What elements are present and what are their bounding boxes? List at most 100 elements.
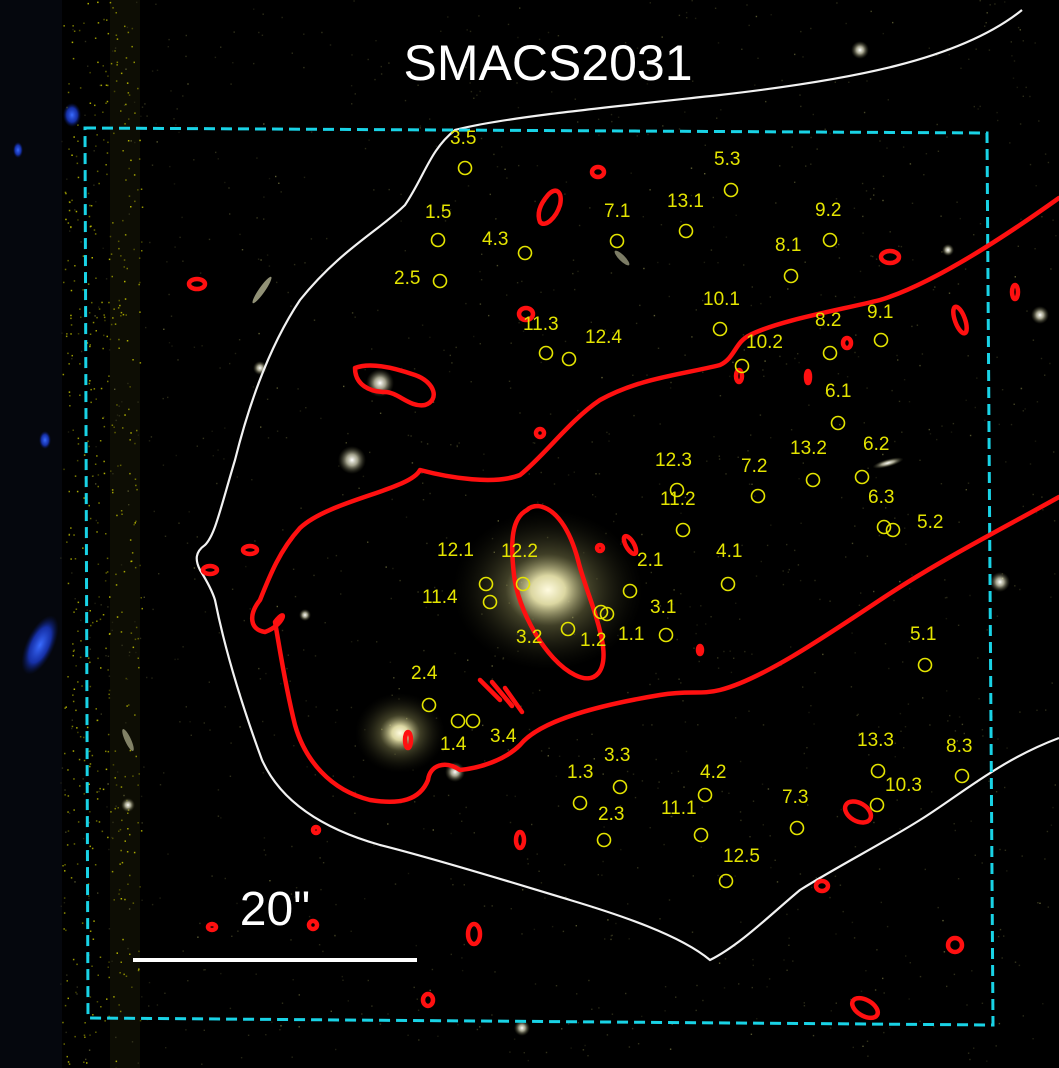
image-marker: 13.2: [790, 438, 827, 488]
image-marker-circle: [718, 873, 734, 889]
image-marker-circle: [697, 787, 713, 803]
field-of-view-box: [83, 126, 995, 1027]
critical-curve-loop: [536, 188, 563, 226]
image-marker: 11.2: [660, 489, 696, 538]
critical-curve-loop: [465, 921, 483, 947]
image-marker: 8.2: [815, 310, 841, 361]
image-marker-circle: [822, 232, 838, 248]
noise-strip: [110, 0, 140, 1068]
blue-galaxy: [63, 103, 81, 127]
critical-curve-loop: [533, 426, 547, 440]
image-marker-circle: [572, 795, 588, 811]
image-marker-circle: [720, 576, 736, 592]
image-marker-label: 11.1: [661, 798, 697, 819]
image-marker-circle: [622, 583, 638, 599]
image-marker-label: 3.5: [450, 128, 476, 149]
image-marker-label: 2.4: [411, 663, 438, 684]
image-marker: 2.4: [411, 663, 438, 713]
critical-curve-loop: [516, 305, 536, 323]
critical-curve-loop: [695, 643, 705, 657]
image-marker-label: 5.1: [910, 624, 936, 645]
image-marker-circle: [596, 832, 612, 848]
image-marker-label: 9.1: [867, 302, 893, 323]
cluster-galaxy: [872, 457, 904, 469]
star: [990, 572, 1010, 592]
image-marker-circle: [712, 321, 728, 337]
image-marker: 10.2: [734, 332, 783, 374]
critical-curve-inner: [510, 503, 606, 681]
image-marker-circle: [457, 160, 473, 176]
critical-curve-loop: [849, 995, 881, 1021]
image-marker: 10.1: [703, 289, 740, 337]
image-marker-label: 4.2: [700, 762, 726, 783]
image-marker-label: 11.3: [523, 314, 559, 335]
image-marker-circle: [430, 232, 446, 248]
image-marker: 7.1: [604, 201, 630, 249]
image-marker-label: 7.2: [741, 456, 767, 477]
image-marker: 2.3: [596, 804, 624, 848]
image-marker-circle: [723, 182, 739, 198]
image-marker-label: 1.4: [440, 734, 467, 755]
critical-curve-loop: [621, 533, 639, 557]
image-marker-circle: [750, 488, 766, 504]
image-marker: 12.3: [655, 450, 692, 498]
image-marker: 3.3: [604, 745, 630, 795]
critical-curve-loop: [200, 563, 220, 577]
image-marker: 11.1: [661, 798, 709, 843]
image-marker-circle: [515, 576, 531, 592]
image-marker-label: 3.3: [604, 745, 630, 766]
image-marker-circle: [693, 827, 709, 843]
image-marker-label: 8.3: [946, 736, 972, 757]
image-marker-label: 7.3: [782, 787, 808, 808]
image-marker-label: 3.2: [516, 627, 542, 648]
critical-curve-loop: [513, 829, 527, 851]
image-marker-label: 10.1: [703, 289, 740, 310]
image-marker-label: 6.3: [868, 487, 894, 508]
image-marker-label: 3.1: [650, 597, 676, 618]
critical-curve-loop: [402, 729, 414, 751]
image-marker-circle: [876, 519, 892, 535]
image-marker: 5.1: [910, 624, 936, 673]
galaxy: [614, 250, 630, 266]
image-marker-circle: [869, 797, 885, 813]
image-marker-circle: [561, 351, 577, 367]
image-marker-label: 1.3: [567, 762, 593, 783]
image-marker: 11.3: [523, 314, 559, 361]
image-marker: 10.3: [869, 775, 922, 813]
image-marker: 7.2: [741, 456, 767, 504]
image-marker: 8.3: [946, 736, 972, 784]
image-marker-circle: [669, 482, 685, 498]
image-marker-circle: [870, 763, 886, 779]
image-marker-circle: [675, 522, 691, 538]
image-marker-circle: [465, 713, 481, 729]
image-marker-circle: [885, 522, 901, 538]
image-marker-circle: [917, 657, 933, 673]
image-marker-label: 11.2: [660, 489, 696, 510]
image-marker: 3.1: [593, 597, 676, 620]
image-marker: 6.2: [854, 434, 889, 485]
critical-curve-loop: [842, 799, 874, 825]
critical-curve-loop: [477, 677, 525, 715]
image-marker-circle: [478, 576, 494, 592]
image-marker-circle: [593, 604, 609, 620]
critical-curve-loop: [589, 164, 607, 180]
image-marker: 7.3: [782, 787, 808, 836]
image-marker-label: 5.3: [714, 149, 740, 170]
image-marker: 8.1: [775, 235, 801, 284]
left-edge-strip: [0, 0, 62, 1068]
image-marker-label: 9.2: [815, 200, 841, 221]
image-marker-circle: [873, 332, 889, 348]
image-marker-circle: [560, 621, 576, 637]
image-marker-circle: [854, 469, 870, 485]
image-marker: 6.3: [868, 487, 894, 535]
image-marker-circle: [830, 415, 846, 431]
cluster-galaxy: [355, 693, 445, 773]
image-marker-label: 2.5: [394, 268, 420, 289]
image-marker-label: 13.3: [857, 730, 894, 751]
image-marker-label: 8.2: [815, 310, 841, 331]
image-marker-circle: [517, 245, 533, 261]
image-marker: 6.1: [825, 381, 851, 431]
image-marker-label: 3.4: [490, 726, 517, 747]
image-marker: 12.5: [718, 846, 760, 889]
